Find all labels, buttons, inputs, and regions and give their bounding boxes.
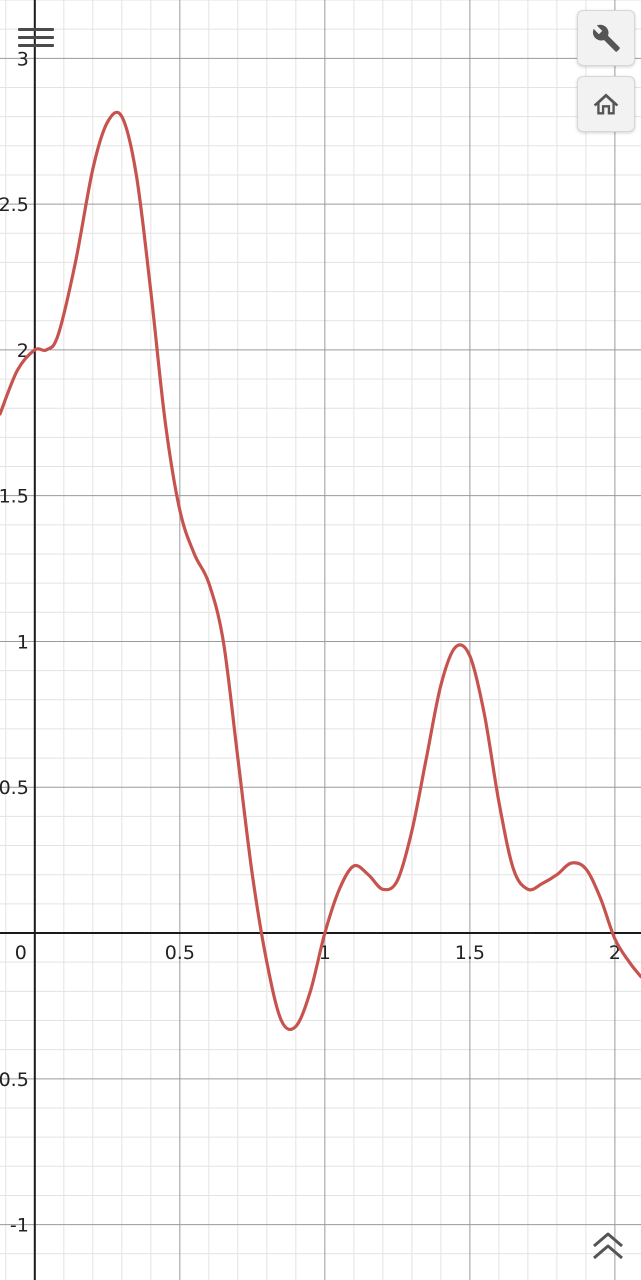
wrench-icon	[592, 24, 620, 52]
y-tick-label: -1	[10, 1215, 29, 1237]
y-tick-label: 1	[17, 631, 29, 653]
y-tick-label: -0.5	[0, 1069, 29, 1091]
hamburger-menu-icon-line	[18, 36, 54, 39]
y-tick-label: 0.5	[0, 777, 29, 799]
x-tick-label: 0.5	[165, 942, 195, 964]
home-icon	[593, 93, 619, 115]
x-tick-label: 0	[15, 942, 27, 964]
menu-button[interactable]	[18, 22, 54, 54]
hamburger-menu-icon	[18, 28, 54, 31]
collapse-button[interactable]	[586, 1226, 630, 1266]
home-button[interactable]	[577, 76, 635, 132]
double-chevron-up-icon	[593, 1232, 623, 1260]
y-tick-label: 3	[17, 48, 29, 70]
hamburger-menu-icon-line	[18, 44, 54, 47]
x-tick-label: 1.5	[455, 942, 485, 964]
y-tick-label: 2.5	[0, 194, 29, 216]
settings-button[interactable]	[577, 10, 635, 66]
function-curve	[0, 110, 641, 1032]
y-tick-label: 1.5	[0, 486, 29, 508]
